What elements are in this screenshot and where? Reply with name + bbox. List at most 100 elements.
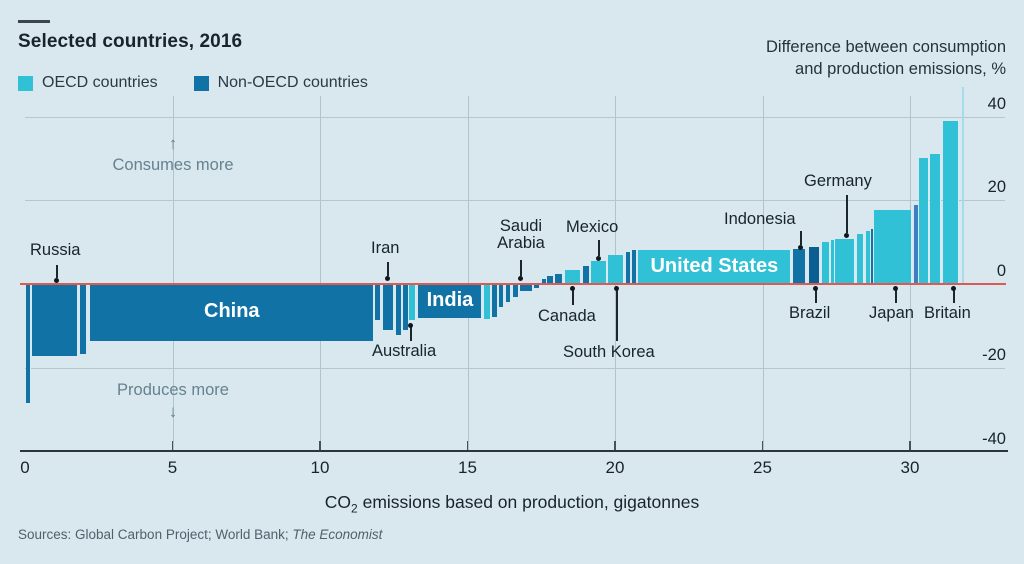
zero-line xyxy=(20,282,1006,285)
x-tick-label-20: 20 xyxy=(605,458,625,477)
y-axis-title: Difference between consumption and produ… xyxy=(766,36,1006,81)
callout-label-mexico: Mexico xyxy=(566,218,619,236)
callout-dot-brazil xyxy=(813,286,818,291)
bar-canada xyxy=(564,270,582,284)
bar-china xyxy=(89,284,374,341)
bar-unlabeled-11 xyxy=(491,284,498,318)
x-axis-tick-10 xyxy=(319,441,321,450)
callout-leader-germany xyxy=(846,195,848,233)
bar-unlabeled-34 xyxy=(871,228,874,284)
gridline-horizontal--20 xyxy=(25,367,1005,369)
bar-unlabeled-18 xyxy=(547,276,555,284)
bar-mexico xyxy=(591,260,607,284)
bar-brazil xyxy=(808,247,820,284)
x-axis-title: CO2 emissions based on production, gigat… xyxy=(0,492,1024,516)
bar-unlabeled-36 xyxy=(913,205,918,284)
bar-unlabeled-13 xyxy=(505,284,512,302)
produces-more-note: Produces more xyxy=(117,381,229,399)
x-axis-title-post: emissions based on production, gigatonne… xyxy=(357,492,700,512)
legend-item-oecd: OECD countries xyxy=(18,74,158,92)
callout-dot-indonesia xyxy=(798,245,803,250)
bar-unlabeled-21 xyxy=(582,265,591,284)
callout-label-germany: Germany xyxy=(804,172,872,190)
callout-leader-iran xyxy=(387,262,389,276)
callout-dot-mexico xyxy=(596,256,601,261)
x-tick-label-5: 5 xyxy=(167,458,178,477)
callout-dot-britain xyxy=(951,286,956,291)
bar-unlabeled-16 xyxy=(533,284,541,288)
callout-label-indonesia: Indonesia xyxy=(724,210,796,228)
callout-dot-saudi-arabia xyxy=(518,276,523,281)
gridline-vertical-5 xyxy=(172,96,174,450)
page-title: Selected countries, 2016 xyxy=(18,31,243,52)
legend-label-non-oecd: Non-OECD countries xyxy=(217,74,368,91)
x-tick-label-30: 30 xyxy=(900,458,920,477)
x-axis-tick-15 xyxy=(466,441,469,450)
callout-dot-south-korea xyxy=(614,286,619,291)
economist-top-rule xyxy=(18,20,50,23)
callout-leader-canada xyxy=(572,290,574,305)
callout-leader-south-korea xyxy=(616,290,618,341)
gridline-vertical-15 xyxy=(467,96,469,450)
inbar-label-india: India xyxy=(426,288,474,311)
legend: OECD countries Non-OECD countries xyxy=(18,74,368,92)
callout-label-russia: Russia xyxy=(30,241,81,259)
bar-britain xyxy=(943,120,959,284)
callout-leader-britain xyxy=(953,290,955,303)
callout-dot-canada xyxy=(570,286,575,291)
callout-label-saudi-arabia: Saudi Arabia xyxy=(497,217,545,253)
bar-unlabeled-19 xyxy=(555,273,564,284)
gridline-horizontal-40 xyxy=(25,116,1005,118)
non-oecd-swatch-icon xyxy=(193,75,209,91)
bar-indonesia xyxy=(792,248,807,284)
bar-unlabeled-12 xyxy=(499,284,505,307)
bar-unlabeled-33 xyxy=(865,231,870,284)
bar-united-states xyxy=(637,249,792,284)
callout-leader-saudi-arabia xyxy=(520,260,522,276)
bar-unlabeled-24 xyxy=(625,252,631,284)
x-tick-label-0: 0 xyxy=(20,458,30,477)
callout-label-south-korea: South Korea xyxy=(563,343,655,361)
bar-unlabeled-25 xyxy=(631,250,636,284)
callout-dot-germany xyxy=(844,233,849,238)
bar-iran xyxy=(382,284,395,331)
bar-germany xyxy=(835,238,855,284)
source-note: Sources: Global Carbon Project; World Ba… xyxy=(18,527,382,542)
source-publication: The Economist xyxy=(292,527,383,542)
callout-dot-iran xyxy=(385,276,390,281)
bar-australia xyxy=(408,284,417,321)
bar-japan xyxy=(873,209,913,284)
y-tick-label-0: 0 xyxy=(996,262,1006,280)
bar-unlabeled-17 xyxy=(541,278,546,284)
callout-label-australia: Australia xyxy=(372,342,437,360)
consumes-more-arrow-icon: ↑ xyxy=(168,134,178,153)
bar-south-korea xyxy=(607,255,624,284)
y-axis-title-line1: Difference between consumption xyxy=(765,38,1006,56)
inbar-label-china: China xyxy=(204,300,260,323)
callout-label-iran: Iran xyxy=(371,239,400,257)
x-axis-line xyxy=(20,449,1008,452)
gridline-vertical-10 xyxy=(320,96,321,450)
bar-unlabeled-4 xyxy=(375,284,382,320)
callout-label-canada: Canada xyxy=(538,307,596,325)
bar-unlabeled-6 xyxy=(395,284,402,336)
bar-unlabeled-32 xyxy=(856,233,865,284)
callout-label-japan: Japan xyxy=(869,304,914,322)
callout-dot-australia xyxy=(408,323,413,328)
x-axis-tick-20 xyxy=(614,441,616,450)
bar-unlabeled-29 xyxy=(821,242,830,284)
y-tick-label--20: -20 xyxy=(982,345,1006,364)
callout-dot-russia xyxy=(54,278,59,283)
x-axis-title-pre: CO xyxy=(324,492,352,512)
bar-russia xyxy=(32,284,78,357)
callout-leader-brazil xyxy=(815,290,817,303)
x-tick-label-15: 15 xyxy=(458,458,477,477)
bar-unlabeled-40 xyxy=(961,87,965,284)
bar-unlabeled-10 xyxy=(483,284,491,319)
callout-leader-australia xyxy=(410,327,412,341)
callout-leader-russia xyxy=(56,265,58,278)
bar-unlabeled-2 xyxy=(79,284,87,354)
x-axis-tick-30 xyxy=(909,441,911,450)
